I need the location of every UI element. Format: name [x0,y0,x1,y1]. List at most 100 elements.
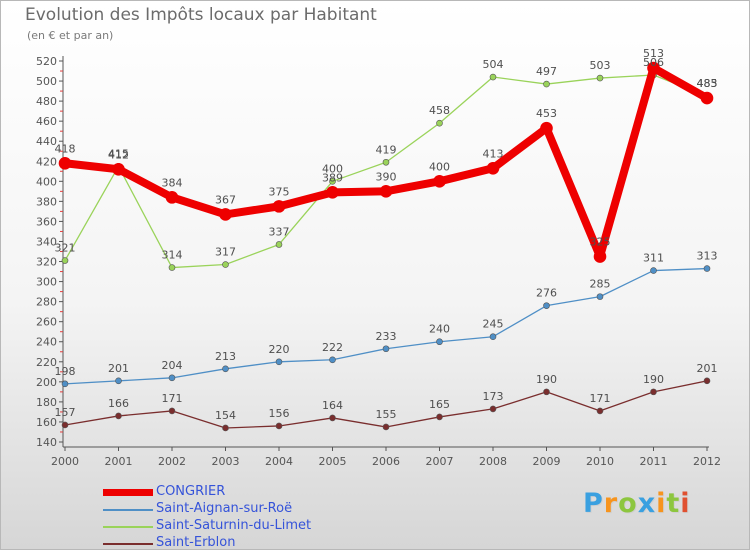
data-label-saint-aignan-sur-roe: 204 [162,359,183,372]
data-point-congrier [58,156,72,170]
data-point-saint-aignan-sur-roe [543,302,550,309]
legend-swatch-saint-aignan [103,509,153,511]
data-label-congrier: 513 [643,47,664,60]
logo-letter: t [666,488,681,519]
data-label-saint-aignan-sur-roe: 222 [322,341,343,354]
data-label-saint-aignan-sur-roe: 201 [108,362,129,375]
data-label-saint-erblon: 154 [215,409,236,422]
x-tick-label: 2007 [426,455,454,468]
x-tick-label: 2011 [640,455,668,468]
data-label-saint-saturnin-du-limet: 485 [697,77,718,90]
data-point-saint-saturnin-du-limet [436,119,443,127]
data-point-saint-erblon [650,388,657,396]
x-tick-label: 2001 [105,455,133,468]
data-label-saint-erblon: 157 [55,406,76,419]
x-tick-label: 2006 [372,455,400,468]
data-point-saint-erblon [703,377,711,385]
data-point-congrier [647,61,660,75]
data-label-saint-saturnin-du-limet: 314 [162,249,183,262]
data-label-saint-erblon: 156 [269,407,290,420]
y-tick-label: 400 [36,175,57,188]
data-point-saint-saturnin-du-limet [222,261,229,268]
data-label-congrier: 412 [108,148,129,161]
data-point-saint-erblon [382,423,390,431]
chart-subtitle: (en € et par an) [27,29,114,42]
data-label-saint-saturnin-du-limet: 337 [269,225,290,238]
data-label-saint-aignan-sur-roe: 313 [697,250,718,263]
legend-swatch-congrier [103,489,153,496]
series-layer [58,61,714,432]
y-tick-label: 500 [36,75,57,88]
y-tick-label: 360 [36,215,57,228]
data-label-saint-erblon: 164 [322,399,343,412]
data-label-congrier: 375 [269,185,290,198]
y-tick-label: 220 [36,356,57,369]
data-point-saint-aignan-sur-roe [115,377,122,385]
data-point-congrier [486,161,500,175]
x-tick-label: 2002 [158,455,186,468]
data-label-congrier: 389 [322,171,343,184]
data-label-saint-erblon: 171 [590,392,611,405]
data-label-congrier: 413 [483,147,504,160]
data-point-saint-erblon [168,407,176,415]
data-point-congrier [219,208,232,221]
data-label-congrier: 453 [536,107,557,120]
series-saint-erblon [61,377,711,432]
data-point-saint-aignan-sur-roe [703,265,711,272]
y-tick-label: 520 [36,55,57,68]
logo-letter: o [618,488,638,519]
data-label-saint-saturnin-du-limet: 503 [590,59,611,72]
data-point-congrier [433,175,446,188]
legend-swatch-saint-erblon [103,543,153,545]
y-tick-label: 440 [36,135,57,148]
data-point-saint-erblon [436,413,443,421]
logo-letter: r [603,488,619,519]
legend-label-saint-aignan: Saint-Aignan-sur-Roë [156,501,293,516]
data-point-saint-aignan-sur-roe [489,333,497,341]
data-label-saint-aignan-sur-roe: 311 [643,252,664,265]
y-tick-label: 320 [36,256,57,269]
x-tick-label: 2000 [51,455,79,468]
data-label-saint-erblon: 166 [108,397,129,410]
logo-letter: P [583,488,604,519]
data-point-congrier [165,191,179,204]
series-congrier [58,61,714,263]
data-labels-layer: 198 201 204 213 220 222 233 240 245 276 285 311 313 3… [55,47,718,422]
x-tick-label: 2003 [212,455,240,468]
data-point-saint-aignan-sur-roe [275,358,283,366]
data-label-saint-saturnin-du-limet: 497 [536,65,557,78]
x-tick-label: 2010 [586,455,614,468]
y-tick-label: 380 [36,195,57,208]
y-tick-label: 480 [36,95,57,108]
data-point-saint-erblon [596,407,604,415]
data-label-saint-aignan-sur-roe: 220 [269,343,290,356]
data-label-saint-saturnin-du-limet: 415 [108,147,129,160]
series-saint-aignan-sur-roe [61,265,711,388]
data-label-saint-aignan-sur-roe: 240 [429,323,450,336]
data-label-saint-aignan-sur-roe: 213 [215,350,236,363]
y-tick-label: 420 [36,155,57,168]
data-label-saint-saturnin-du-limet: 458 [429,104,450,117]
y-tick-label: 280 [36,296,57,309]
data-point-congrier [112,162,125,176]
data-label-saint-aignan-sur-roe: 285 [590,278,611,291]
data-point-congrier [593,250,607,263]
data-point-congrier [326,186,339,199]
data-point-saint-erblon [543,388,550,396]
x-tick-label: 2009 [533,455,561,468]
data-label-congrier: 325 [590,236,611,249]
data-point-saint-saturnin-du-limet [61,257,69,264]
chart-axes: 140 160 180 200 220 240 260 280 300 320 340 360 380 4… [36,55,721,468]
data-label-congrier: 483 [697,77,718,90]
y-tick-label: 180 [36,396,57,409]
logo-letter: i [656,488,667,519]
data-point-saint-erblon [222,424,229,432]
data-label-saint-aignan-sur-roe: 198 [55,365,76,378]
data-label-congrier: 390 [376,170,397,183]
data-point-saint-aignan-sur-roe [382,345,390,353]
data-point-congrier [379,185,393,198]
data-point-congrier [272,200,286,213]
data-label-congrier: 384 [162,176,183,189]
x-tick-label: 2004 [265,455,293,468]
